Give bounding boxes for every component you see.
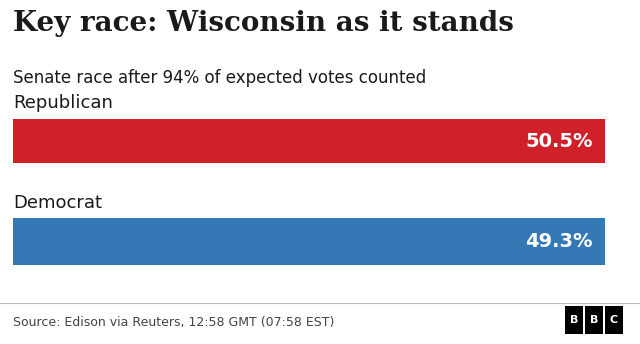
Text: Key race: Wisconsin as it stands: Key race: Wisconsin as it stands [13, 10, 514, 37]
Text: Republican: Republican [13, 94, 113, 112]
Text: Democrat: Democrat [13, 194, 102, 212]
Text: B: B [570, 315, 579, 325]
Text: Senate race after 94% of expected votes counted: Senate race after 94% of expected votes … [13, 69, 426, 87]
Text: 49.3%: 49.3% [525, 232, 593, 251]
Text: B: B [589, 315, 598, 325]
Text: 50.5%: 50.5% [525, 131, 593, 151]
Text: Source: Edison via Reuters, 12:58 GMT (07:58 EST): Source: Edison via Reuters, 12:58 GMT (0… [13, 316, 334, 330]
Text: C: C [610, 315, 618, 325]
